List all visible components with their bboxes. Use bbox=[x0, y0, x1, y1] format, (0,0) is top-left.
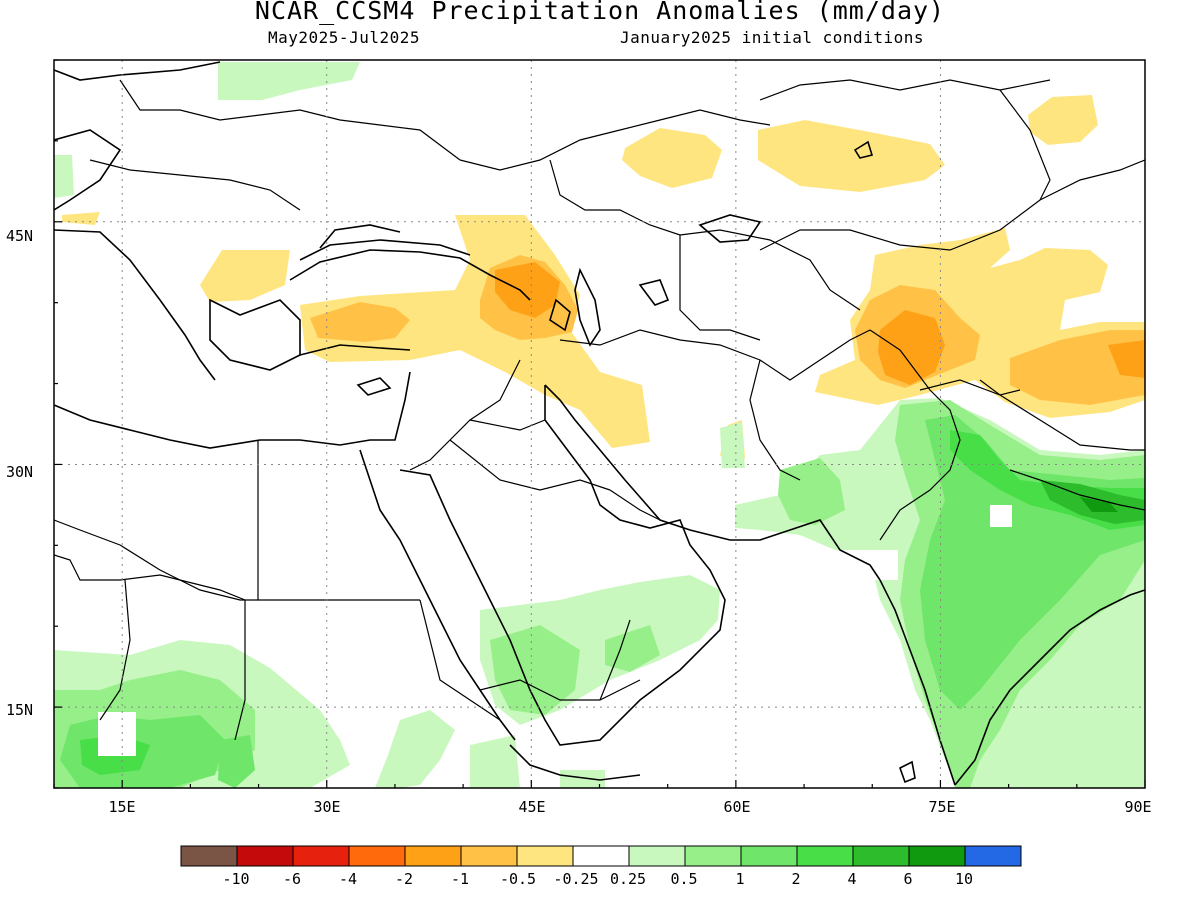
forecast-period: May2025-Jul2025 bbox=[268, 28, 420, 47]
colorbar-swatch bbox=[292, 845, 350, 867]
colorbar-swatch bbox=[516, 845, 574, 867]
lon-label-90e: 90E bbox=[1124, 798, 1152, 816]
lat-label-15n: 15N bbox=[6, 701, 34, 719]
colorbar bbox=[180, 845, 1022, 867]
masked-cells bbox=[98, 468, 1012, 756]
colorbar-swatch bbox=[852, 845, 910, 867]
colorbar-swatch bbox=[180, 845, 238, 867]
colorbar-swatch bbox=[572, 845, 630, 867]
lon-label-45e: 45E bbox=[518, 798, 546, 816]
country-borders bbox=[54, 79, 1145, 741]
colorbar-label: 2 bbox=[791, 870, 801, 888]
lon-label-30e: 30E bbox=[313, 798, 341, 816]
lon-label-75e: 75E bbox=[928, 798, 956, 816]
colorbar-label: 10 bbox=[954, 870, 974, 888]
colorbar-swatch bbox=[908, 845, 966, 867]
lat-label-30n: 30N bbox=[6, 463, 34, 481]
colorbar-label: -6 bbox=[282, 870, 302, 888]
colorbar-label: -4 bbox=[338, 870, 358, 888]
colorbar-label: 0.25 bbox=[609, 870, 647, 888]
colorbar-swatch bbox=[740, 845, 798, 867]
map-title: NCAR_CCSM4 Precipitation Anomalies (mm/d… bbox=[254, 0, 946, 25]
colorbar-swatch bbox=[236, 845, 294, 867]
colorbar-label: 6 bbox=[903, 870, 913, 888]
colorbar-swatch bbox=[404, 845, 462, 867]
colorbar-label: -2 bbox=[394, 870, 414, 888]
dry-anomaly-shading bbox=[62, 95, 1145, 470]
colorbar-swatch bbox=[684, 845, 742, 867]
colorbar-label: 4 bbox=[847, 870, 857, 888]
initial-conditions: January2025 initial conditions bbox=[620, 28, 924, 47]
colorbar-label: -0.5 bbox=[499, 870, 537, 888]
colorbar-swatch bbox=[348, 845, 406, 867]
colorbar-swatch bbox=[460, 845, 518, 867]
colorbar-label: 1 bbox=[735, 870, 745, 888]
lon-label-60e: 60E bbox=[723, 798, 751, 816]
colorbar-swatch bbox=[796, 845, 854, 867]
lon-label-15e: 15E bbox=[108, 798, 136, 816]
coastlines bbox=[54, 61, 1145, 786]
graticule bbox=[54, 60, 1145, 788]
colorbar-swatch bbox=[964, 845, 1022, 867]
colorbar-label: -1 bbox=[450, 870, 470, 888]
colorbar-label: -0.25 bbox=[553, 870, 599, 888]
colorbar-label: 0.5 bbox=[670, 870, 698, 888]
lat-label-45n: 45N bbox=[6, 227, 34, 245]
strong-dry-shading bbox=[495, 262, 1145, 385]
colorbar-label: -10 bbox=[222, 870, 250, 888]
axis-ticks bbox=[53, 59, 1146, 789]
colorbar-swatch bbox=[628, 845, 686, 867]
